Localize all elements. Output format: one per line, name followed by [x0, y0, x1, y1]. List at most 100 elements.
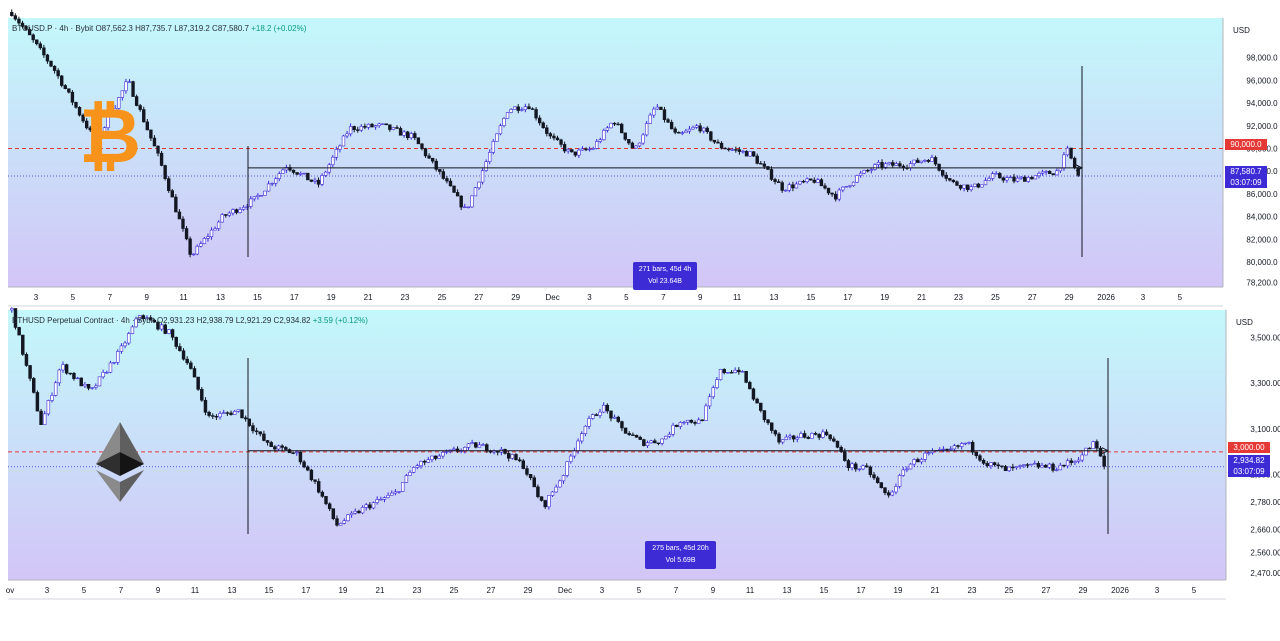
- candle-body: [868, 466, 873, 476]
- candle-body: [393, 491, 398, 494]
- candle-body: [152, 319, 157, 323]
- candle-body: [245, 206, 249, 208]
- candle-body: [148, 317, 153, 321]
- candle-body: [357, 510, 361, 514]
- candle-body: [1044, 171, 1048, 173]
- candle-body: [528, 474, 533, 479]
- price-tick-label: 98,000.0: [1246, 54, 1278, 63]
- candle-body: [105, 372, 109, 374]
- price-tick-label: 78,200.0: [1246, 278, 1278, 287]
- candle-body: [951, 179, 956, 183]
- candle-body: [864, 465, 869, 468]
- btc-range-vol: Vol 23.64B: [648, 278, 682, 285]
- candle-body: [844, 186, 849, 188]
- candle-body: [879, 482, 884, 489]
- price-tick-label: 96,000.0: [1246, 76, 1278, 85]
- candle-body: [298, 173, 303, 175]
- candle-body: [382, 497, 387, 500]
- price-tick-label: 80,000.0: [1246, 258, 1278, 267]
- candle-body: [536, 486, 540, 497]
- candle-body: [291, 452, 295, 454]
- candle-body: [850, 463, 854, 469]
- candle-body: [788, 435, 792, 438]
- candle-body: [973, 183, 977, 187]
- time-tick-label: 29: [511, 293, 520, 302]
- time-tick-label: 5: [637, 586, 642, 595]
- candle-body: [224, 214, 228, 216]
- candle-body: [841, 186, 845, 191]
- btc-currency-label[interactable]: USD: [1233, 26, 1250, 35]
- time-tick-label: 9: [711, 586, 716, 595]
- time-tick-label: 25: [437, 293, 446, 302]
- candle-body: [364, 504, 368, 508]
- candle-body: [1012, 176, 1016, 182]
- candle-body: [56, 70, 60, 77]
- candle-body: [550, 491, 555, 496]
- candle-body: [801, 180, 806, 183]
- candle-body: [117, 97, 121, 109]
- candle-body: [488, 152, 492, 162]
- time-tick-label: 3: [34, 293, 39, 302]
- candle-body: [894, 163, 899, 166]
- candle-body: [691, 127, 695, 130]
- time-tick-label: 27: [1042, 586, 1051, 595]
- btc-last-price: 87,580.7: [1230, 167, 1262, 176]
- candle-body: [744, 371, 748, 383]
- candle-body: [269, 442, 273, 447]
- candle-body: [595, 141, 599, 149]
- candle-body: [13, 308, 18, 328]
- candle-body: [880, 162, 884, 168]
- time-tick-label: 17: [302, 586, 311, 595]
- candle-body: [221, 412, 226, 414]
- eth-currency-label[interactable]: USD: [1236, 318, 1253, 327]
- candle-body: [509, 108, 513, 113]
- price-tick-label: 3,500.00: [1250, 333, 1280, 342]
- candle-body: [813, 433, 818, 435]
- candle-body: [1087, 447, 1092, 450]
- candle-body: [49, 60, 53, 67]
- candle-body: [386, 494, 390, 498]
- price-tick-label: 3,100.00: [1250, 425, 1280, 434]
- candle-body: [839, 446, 843, 452]
- candle-body: [38, 43, 43, 49]
- candle-body: [130, 326, 135, 334]
- candle-body: [430, 157, 435, 162]
- range-arrow: [1101, 447, 1110, 455]
- candle-body: [662, 109, 667, 120]
- candle-body: [908, 163, 913, 169]
- time-tick-label: 9: [698, 293, 703, 302]
- candle-body: [693, 422, 697, 424]
- candle-body: [826, 187, 831, 194]
- candle-body: [601, 404, 606, 413]
- candle-body: [284, 447, 288, 450]
- candle-body: [659, 106, 663, 110]
- candle-body: [715, 379, 719, 388]
- time-tick-label: 3: [45, 586, 50, 595]
- candle-body: [1026, 177, 1030, 182]
- eth-close: C2,934.82: [273, 316, 311, 325]
- candle-body: [869, 169, 874, 171]
- candle-body: [958, 185, 963, 189]
- candle-body: [516, 106, 520, 111]
- candle-body: [637, 142, 642, 147]
- candle-body: [1102, 455, 1106, 467]
- candle-body: [327, 503, 332, 509]
- candle-body: [854, 463, 858, 470]
- time-tick-label: 23: [413, 586, 422, 595]
- candle-body: [1019, 176, 1023, 179]
- eth-chart-panel[interactable]: 2,470.002,560.002,660.002,780.002,900.00…: [6, 307, 1280, 600]
- candle-body: [609, 122, 613, 129]
- candle-body: [120, 90, 125, 98]
- candle-body: [229, 412, 233, 415]
- candle-body: [806, 437, 810, 439]
- candle-body: [170, 329, 175, 338]
- candle-body: [1084, 447, 1088, 456]
- candle-body: [862, 170, 866, 174]
- candle-body: [480, 170, 485, 183]
- candle-body: [1065, 460, 1070, 467]
- candle-body: [35, 39, 39, 45]
- candle-body: [391, 127, 396, 130]
- candle-body: [510, 454, 515, 459]
- candle-body: [709, 131, 713, 141]
- candle-body: [21, 334, 25, 355]
